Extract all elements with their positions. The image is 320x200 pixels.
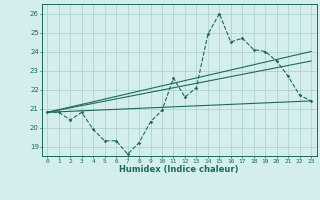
X-axis label: Humidex (Indice chaleur): Humidex (Indice chaleur) [119, 165, 239, 174]
